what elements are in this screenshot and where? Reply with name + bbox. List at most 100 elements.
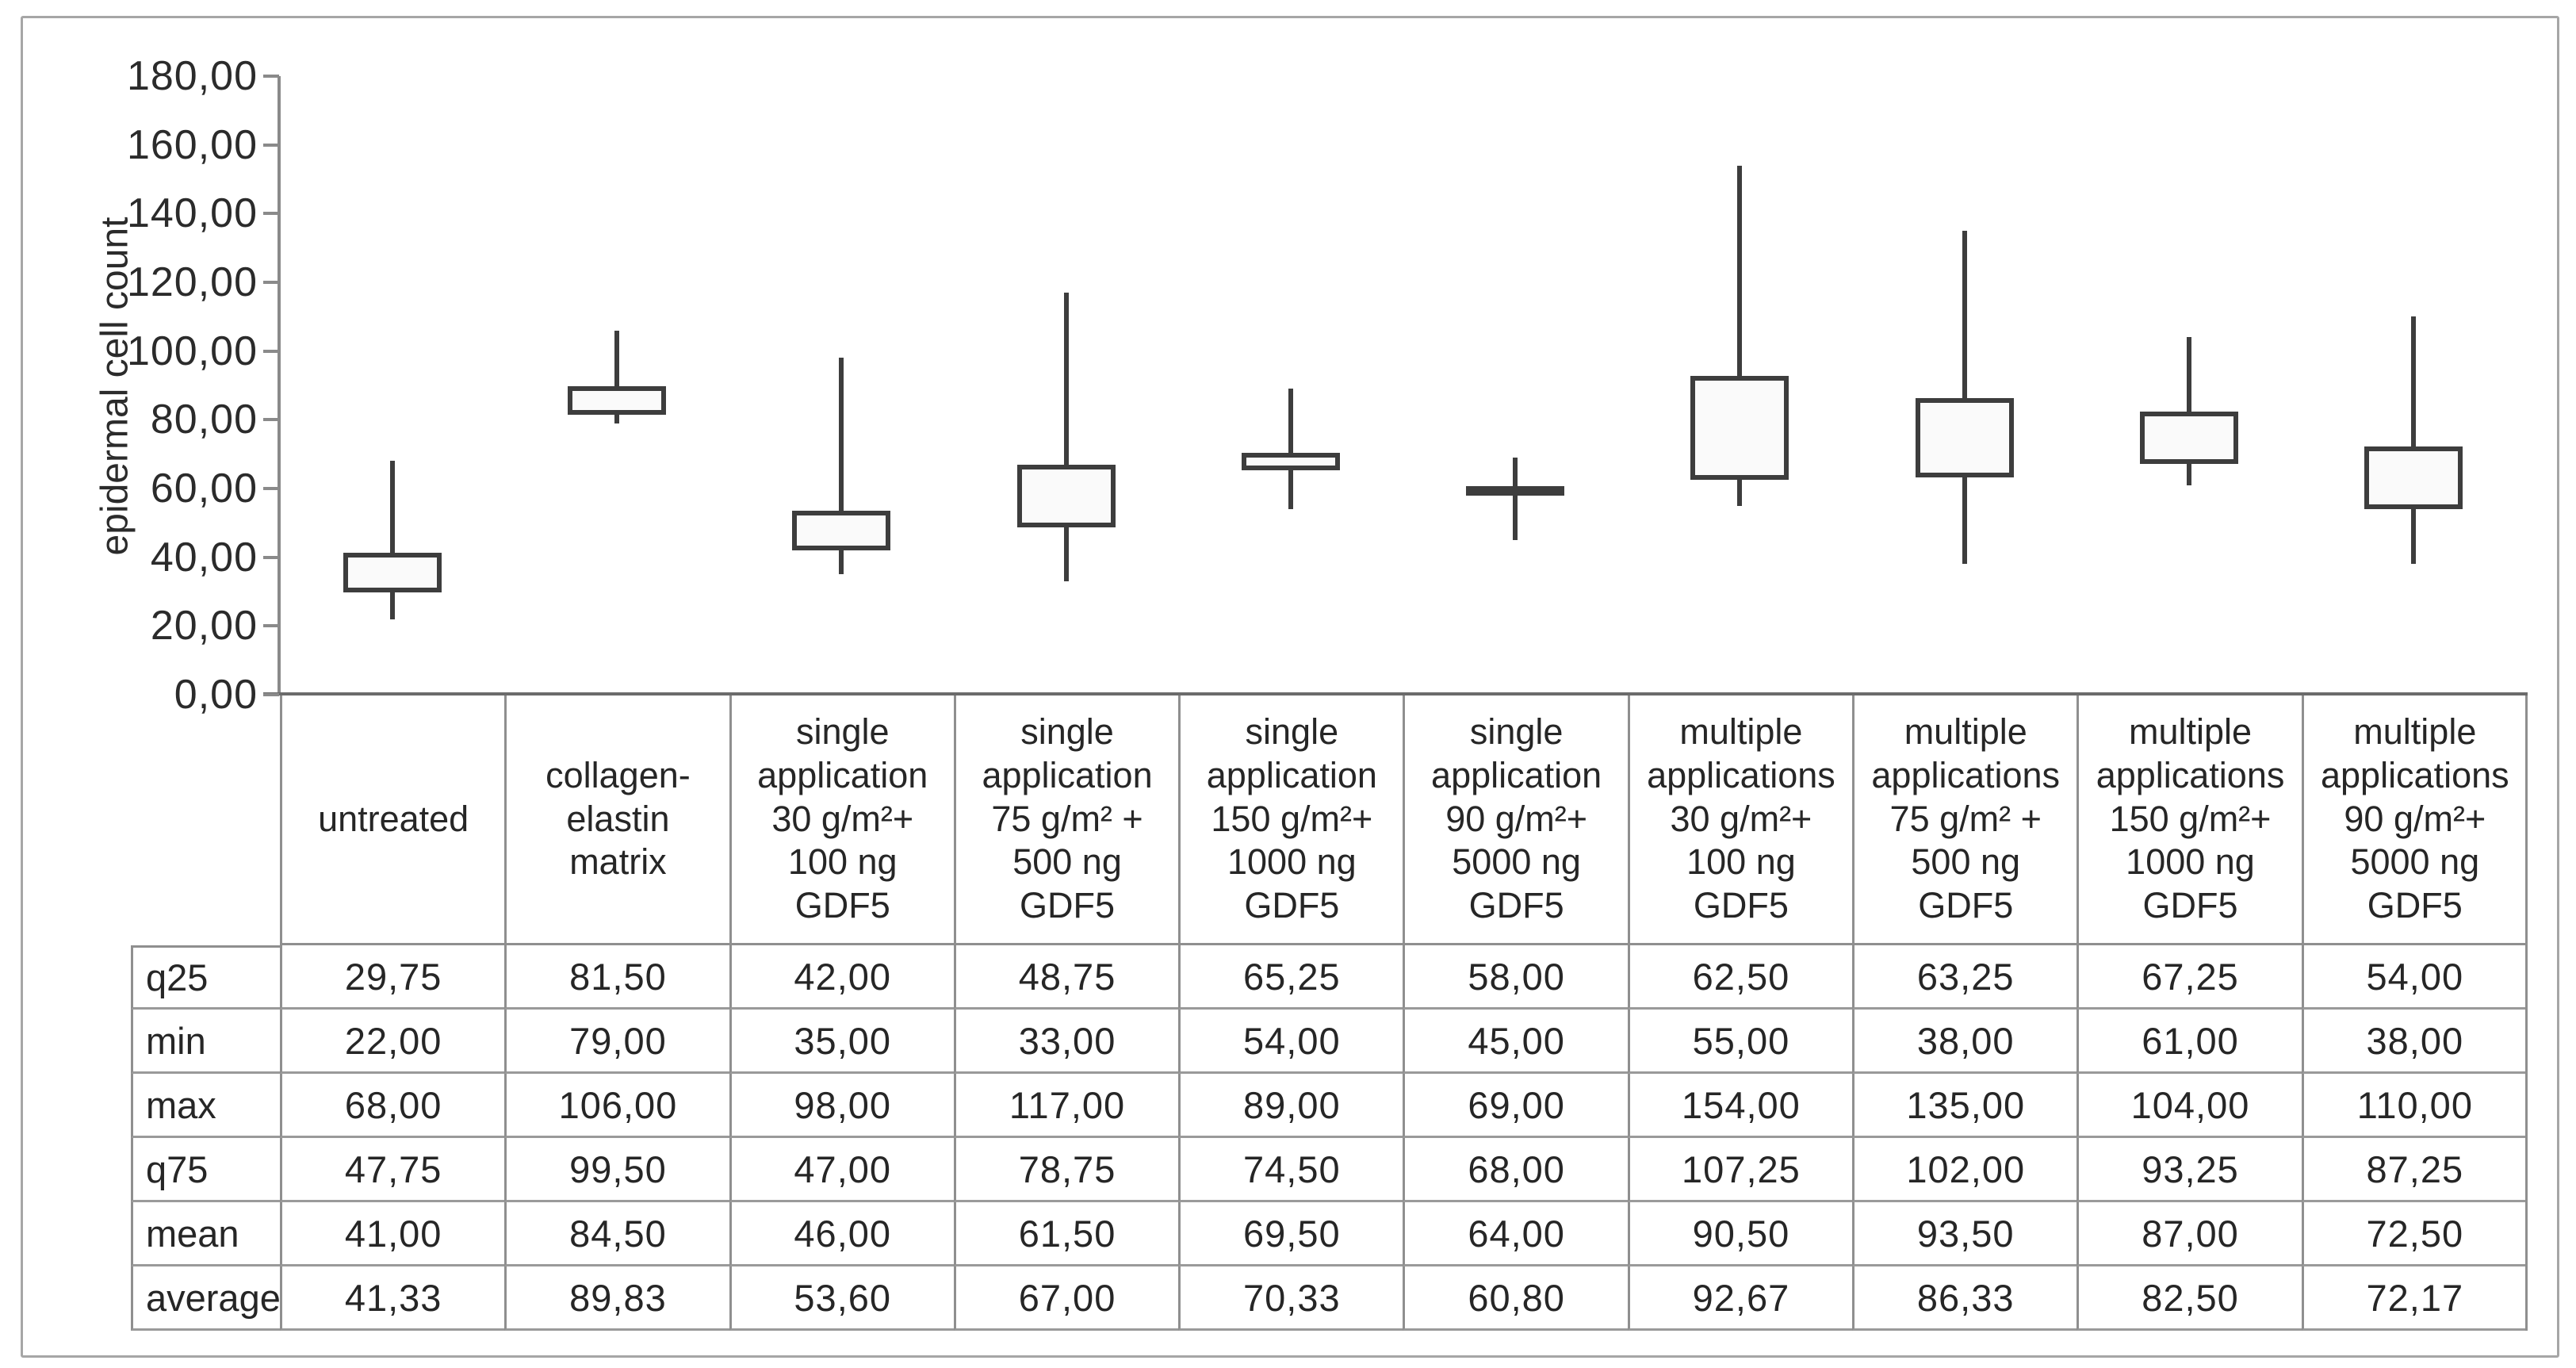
y-tick-label: 140,00 (126, 190, 258, 237)
value-cell: 22,00 (280, 1010, 505, 1074)
header-cell: multiple applications 30 g/m²+ 100 ng GD… (1627, 695, 1853, 945)
value-cell: 98,00 (729, 1074, 954, 1138)
value-cell: 58,00 (1403, 945, 1628, 1010)
y-tick-mark (263, 693, 279, 696)
value-cell: 64,00 (1403, 1202, 1628, 1266)
value-cell: 61,50 (953, 1202, 1179, 1266)
blank-header-cell (131, 695, 280, 945)
boxplot-box (2364, 446, 2463, 509)
boxplot-box (343, 552, 442, 593)
value-cell: 110,00 (2301, 1074, 2526, 1138)
value-cell: 41,00 (280, 1202, 505, 1266)
y-tick-mark (263, 212, 279, 216)
value-cell: 47,75 (280, 1138, 505, 1202)
boxplot-whisker (1962, 231, 1967, 565)
value-cell: 72,50 (2301, 1202, 2526, 1266)
value-cell: 53,60 (729, 1266, 954, 1331)
value-cell: 87,00 (2076, 1202, 2302, 1266)
header-cell: single application 75 g/m² + 500 ng GDF5 (953, 695, 1179, 945)
value-cell: 81,50 (504, 945, 729, 1010)
row-label-cell: average (131, 1266, 280, 1331)
value-cell: 72,17 (2301, 1266, 2526, 1331)
y-tick-label: 120,00 (126, 259, 258, 305)
y-tick-label: 100,00 (126, 328, 258, 374)
y-tick-mark (263, 487, 279, 490)
figure-frame (21, 16, 2559, 1358)
value-cell: 74,50 (1178, 1138, 1403, 1202)
boxplot-box (1915, 397, 2014, 477)
row-label-cell: max (131, 1074, 280, 1138)
value-cell: 104,00 (2076, 1074, 2302, 1138)
boxplot-whisker (1737, 165, 1743, 506)
value-cell: 35,00 (729, 1010, 954, 1074)
y-tick-mark (263, 555, 279, 559)
value-cell: 38,00 (2301, 1010, 2526, 1074)
value-cell: 61,00 (2076, 1010, 2302, 1074)
boxplot-whisker (839, 358, 844, 575)
value-cell: 60,80 (1403, 1266, 1628, 1331)
row-label-cell: q75 (131, 1138, 280, 1202)
value-cell: 41,33 (280, 1266, 505, 1331)
data-table: untreated collagen- elastin matrix single … (131, 695, 2526, 1331)
y-tick-mark (263, 281, 279, 284)
value-cell: 93,50 (1852, 1202, 2077, 1266)
value-cell: 89,00 (1178, 1074, 1403, 1138)
value-cell: 84,50 (504, 1202, 729, 1266)
row-label-cell: q25 (131, 945, 280, 1010)
value-cell: 63,25 (1852, 945, 2077, 1010)
value-cell: 69,00 (1403, 1074, 1628, 1138)
header-cell: untreated (280, 695, 505, 945)
value-cell: 86,33 (1852, 1266, 2077, 1331)
boxplot-box (792, 510, 891, 550)
row-label-cell: min (131, 1010, 280, 1074)
value-cell: 54,00 (1178, 1010, 1403, 1074)
y-tick-mark (263, 418, 279, 422)
value-cell: 79,00 (504, 1010, 729, 1074)
value-cell: 65,25 (1178, 945, 1403, 1010)
value-cell: 87,25 (2301, 1138, 2526, 1202)
value-cell: 78,75 (953, 1138, 1179, 1202)
header-cell: single application 30 g/m²+ 100 ng GDF5 (729, 695, 954, 945)
value-cell: 135,00 (1852, 1074, 2077, 1138)
value-cell: 70,33 (1178, 1266, 1403, 1331)
value-cell: 67,25 (2076, 945, 2302, 1010)
value-cell: 55,00 (1627, 1010, 1853, 1074)
value-cell: 33,00 (953, 1010, 1179, 1074)
table-right-border (2525, 695, 2528, 1331)
value-cell: 102,00 (1852, 1138, 2077, 1202)
value-cell: 117,00 (953, 1074, 1179, 1138)
value-cell: 107,25 (1627, 1138, 1853, 1202)
boxplot-whisker (389, 461, 395, 619)
value-cell: 106,00 (504, 1074, 729, 1138)
y-tick-mark (263, 349, 279, 353)
header-cell: single application 150 g/m²+ 1000 ng GDF… (1178, 695, 1403, 945)
value-cell: 47,00 (729, 1138, 954, 1202)
value-cell: 46,00 (729, 1202, 954, 1266)
boxplot-whisker (1288, 389, 1293, 509)
boxplot-box (1016, 464, 1116, 527)
boxplot-whisker (2187, 337, 2192, 485)
value-cell: 89,83 (504, 1266, 729, 1331)
y-tick-mark (263, 143, 279, 147)
value-cell: 68,00 (1403, 1138, 1628, 1202)
header-cell: multiple applications 90 g/m²+ 5000 ng G… (2301, 695, 2526, 945)
y-tick-mark (263, 75, 279, 78)
header-cell: multiple applications 75 g/m² + 500 ng G… (1852, 695, 2077, 945)
value-cell: 54,00 (2301, 945, 2526, 1010)
value-cell: 90,50 (1627, 1202, 1853, 1266)
boxplot-box (2140, 411, 2239, 464)
boxplot-whisker (614, 330, 619, 423)
header-cell: multiple applications 150 g/m²+ 1000 ng … (2076, 695, 2302, 945)
plot-baseline (263, 692, 2528, 695)
y-tick-label: 20,00 (150, 603, 258, 650)
value-cell: 48,75 (953, 945, 1179, 1010)
boxplot-whisker (1513, 458, 1518, 540)
value-cell: 29,75 (280, 945, 505, 1010)
value-cell: 93,25 (2076, 1138, 2302, 1202)
value-cell: 42,00 (729, 945, 954, 1010)
boxplot-whisker (2411, 316, 2417, 565)
value-cell: 82,50 (2076, 1266, 2302, 1331)
value-cell: 69,50 (1178, 1202, 1403, 1266)
y-tick-label: 180,00 (126, 53, 258, 99)
header-cell: single application 90 g/m²+ 5000 ng GDF5 (1403, 695, 1628, 945)
